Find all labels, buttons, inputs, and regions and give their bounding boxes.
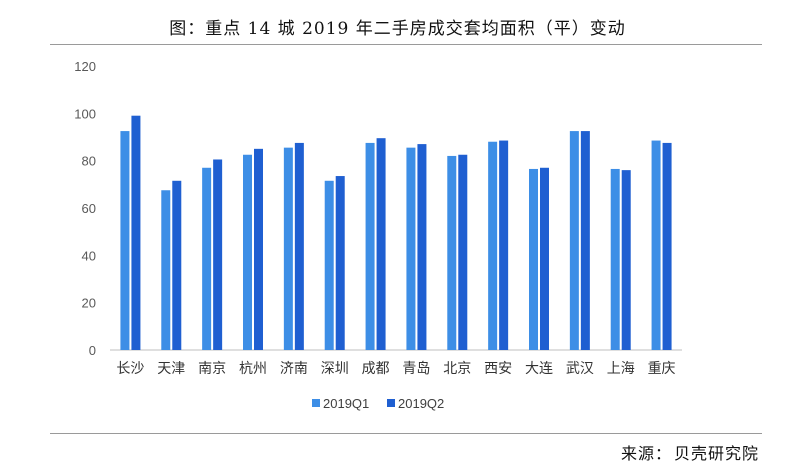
legend-label: 2019Q1 [323,396,369,411]
x-tick-label: 青岛 [402,361,430,377]
bar-q1 [243,154,252,350]
x-tick-label: 成都 [362,361,390,377]
bar-q1 [488,141,498,350]
y-tick-label: 0 [89,343,96,358]
bar-q2 [499,140,509,350]
y-tick-label: 120 [74,59,96,74]
chart-title: 图：重点 14 城 2019 年二手房成交套均面积（平）变动 [169,19,626,39]
footer-divider [50,433,762,434]
bar-q1 [120,131,130,350]
y-tick-label: 80 [82,154,96,169]
title-divider [50,44,762,45]
y-tick-label: 40 [82,248,96,263]
bar-q1 [161,190,171,350]
x-tick-label: 天津 [157,361,185,377]
bar-q1 [529,168,538,350]
y-tick-label: 60 [82,201,96,216]
y-tick-label: 20 [82,296,96,311]
bar-chart: 0 20 40 60 80 100 120 长沙 天津 南京 杭州 济南 深圳 成都 青岛 北京 西安 大连 武汉上… [74,59,682,411]
bar-q2 [417,144,427,350]
bar-q1 [283,147,293,350]
bar-q1 [651,140,661,350]
bar-q1 [610,168,620,350]
bar-q2 [254,148,263,350]
bar-q2 [580,131,590,350]
legend-label: 2019Q2 [398,396,444,411]
x-tick-label: 北京 [443,361,471,377]
y-tick-label: 100 [74,106,96,121]
x-tick-label: 大连 [525,361,553,377]
legend-swatch [387,399,395,407]
bar-q2 [621,170,631,350]
bar-q2 [172,180,182,350]
x-tick-label: 武汉 [566,361,594,377]
x-tick-label: 杭州 [239,361,267,377]
x-tick-label: 深圳 [321,361,349,377]
bar-q2 [662,142,672,350]
legend-swatch [312,399,320,407]
bar-q2 [294,142,304,350]
source-note: 来源： 贝壳研究院 [619,440,759,464]
x-tick-label: 长沙 [116,361,144,377]
bar-q2 [540,167,549,350]
bar-q2 [335,176,345,350]
x-tick-label: 济南 [280,361,308,377]
x-tick-label: 南京 [198,361,226,377]
source-name: 贝壳研究院 [673,444,759,463]
x-tick-label: 上海 [607,361,635,377]
bar-q1 [365,142,375,350]
source-label: 来源： [620,444,672,463]
bar-q1 [324,180,334,350]
bar-q2 [213,159,223,350]
bar-q2 [376,138,386,350]
bar-q1 [447,155,457,350]
bar-q1 [569,131,579,350]
bar-q1 [406,147,416,350]
bar-q2 [458,154,468,350]
bar-q2 [131,115,141,350]
bar-q1 [202,167,212,350]
x-tick-label: 重庆 [648,361,676,377]
x-tick-label: 西安 [484,361,512,377]
